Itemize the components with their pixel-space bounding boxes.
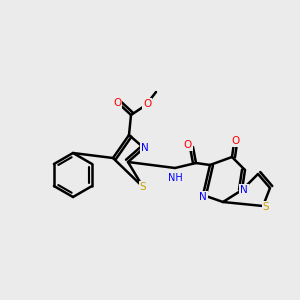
Text: S: S <box>140 182 146 192</box>
Text: O: O <box>143 99 151 109</box>
Text: NH: NH <box>168 173 182 183</box>
Text: O: O <box>184 140 192 150</box>
Text: O: O <box>232 136 240 146</box>
Text: O: O <box>113 98 121 108</box>
Text: N: N <box>199 192 207 202</box>
Text: N: N <box>240 185 248 195</box>
Text: N: N <box>141 143 149 153</box>
Text: S: S <box>263 202 269 212</box>
